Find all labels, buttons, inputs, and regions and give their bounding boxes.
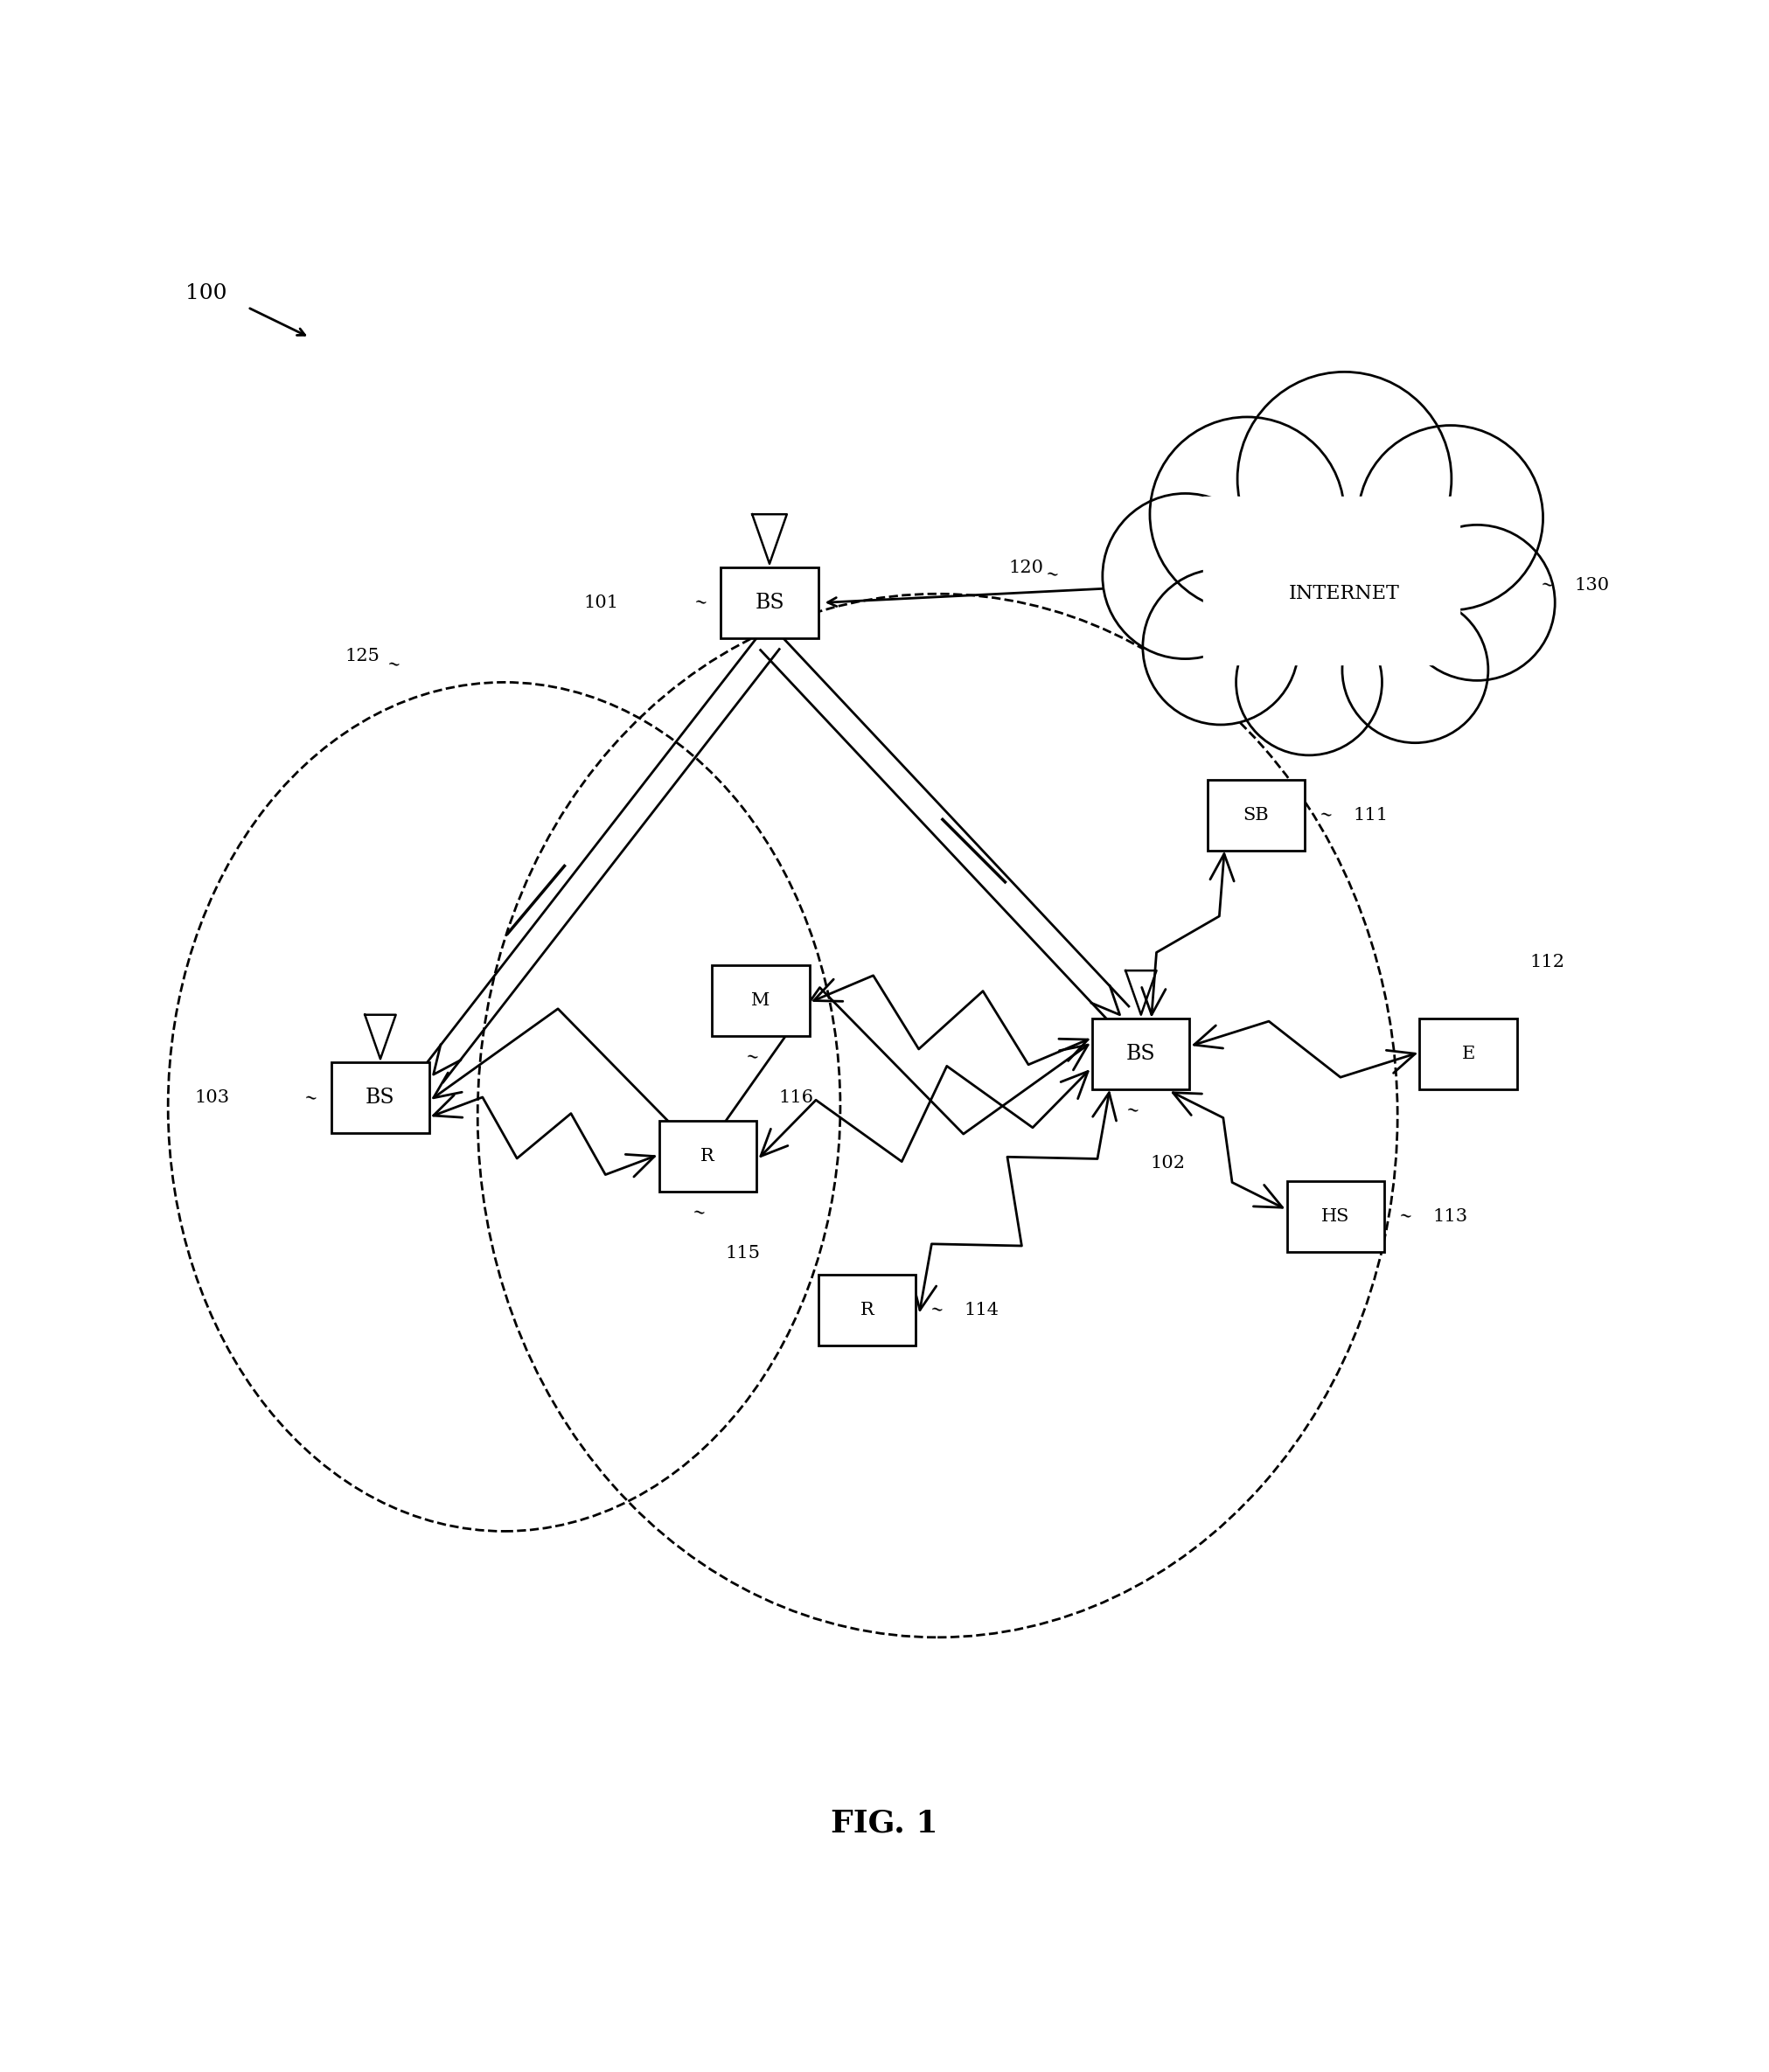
Text: R: R — [701, 1148, 715, 1164]
Text: BS: BS — [366, 1088, 394, 1109]
Bar — [1419, 1017, 1516, 1090]
Text: ~: ~ — [1398, 1208, 1413, 1225]
Circle shape — [1143, 570, 1298, 725]
Text: 112: 112 — [1530, 953, 1566, 970]
Text: 102: 102 — [1150, 1154, 1185, 1171]
Text: 111: 111 — [1353, 806, 1389, 823]
Text: ~: ~ — [1044, 566, 1060, 582]
Text: 120: 120 — [1008, 559, 1044, 576]
Circle shape — [1238, 371, 1451, 586]
Text: 130: 130 — [1574, 576, 1610, 593]
Text: 101: 101 — [584, 595, 619, 611]
Text: 115: 115 — [725, 1245, 761, 1262]
Text: 114: 114 — [964, 1301, 999, 1318]
Text: HS: HS — [1321, 1208, 1350, 1225]
Circle shape — [1359, 425, 1543, 609]
Circle shape — [1150, 416, 1344, 611]
Text: ~: ~ — [302, 1090, 318, 1106]
Text: 116: 116 — [778, 1090, 814, 1106]
Bar — [1206, 779, 1304, 850]
Text: ~: ~ — [1125, 1102, 1139, 1119]
Text: BS: BS — [1127, 1044, 1155, 1063]
Bar — [1091, 1017, 1189, 1090]
Text: 113: 113 — [1433, 1208, 1468, 1225]
Text: INTERNET: INTERNET — [1290, 584, 1399, 603]
Text: ~: ~ — [386, 655, 402, 673]
Bar — [1286, 1181, 1383, 1251]
Text: R: R — [860, 1301, 874, 1318]
Text: ~: ~ — [692, 1204, 706, 1222]
Text: M: M — [752, 992, 770, 1009]
Text: SB: SB — [1244, 806, 1268, 823]
Text: 125: 125 — [345, 649, 380, 665]
Circle shape — [1343, 597, 1488, 744]
Text: FIG. 1: FIG. 1 — [831, 1809, 938, 1838]
Text: ~: ~ — [1318, 806, 1334, 825]
Circle shape — [1102, 493, 1268, 659]
Text: ~: ~ — [692, 595, 708, 611]
Bar — [711, 966, 808, 1036]
Bar — [658, 1121, 755, 1191]
Text: ~: ~ — [745, 1048, 759, 1067]
Text: 100: 100 — [186, 284, 226, 303]
Text: 103: 103 — [195, 1090, 230, 1106]
Bar — [817, 1274, 916, 1345]
Circle shape — [1237, 609, 1382, 754]
Text: BS: BS — [755, 593, 784, 613]
Text: ~: ~ — [1539, 576, 1555, 595]
Bar — [720, 568, 817, 638]
Circle shape — [1399, 524, 1555, 680]
Bar — [1203, 497, 1459, 665]
Text: E: E — [1461, 1046, 1475, 1063]
Text: ~: ~ — [929, 1301, 945, 1320]
Bar — [331, 1063, 428, 1133]
